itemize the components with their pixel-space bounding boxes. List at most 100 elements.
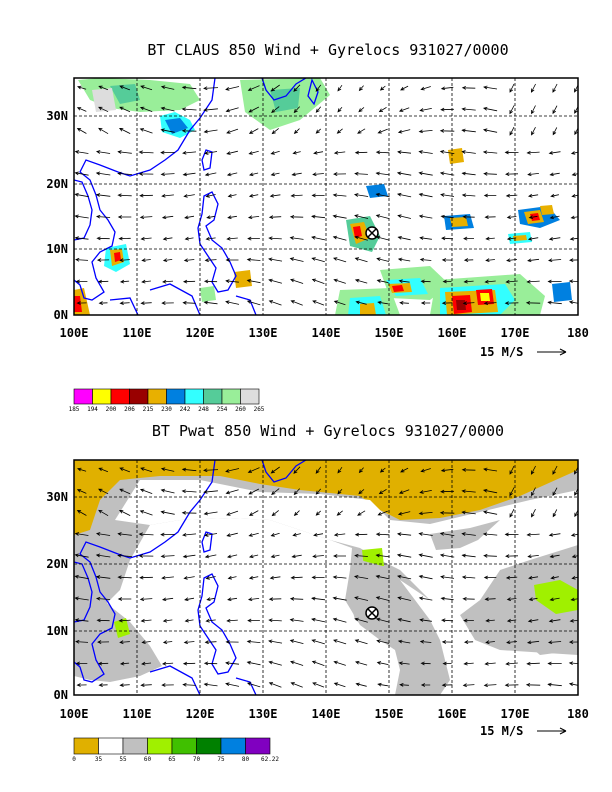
wind-arrow <box>461 107 476 112</box>
colorbar-swatch <box>73 737 99 755</box>
wind-arrow <box>530 465 536 475</box>
wind-arrow <box>119 640 130 645</box>
wind-arrow <box>482 488 498 494</box>
wind-arrow <box>485 258 495 262</box>
lon-label: 110E <box>123 326 152 340</box>
wind-arrow <box>420 279 431 284</box>
panel-1-lat-labels: 30N 20N 10N 0N <box>46 109 68 322</box>
wind-arrow <box>548 532 561 537</box>
wind-arrow <box>552 487 558 497</box>
wind-arrow <box>226 172 238 177</box>
colorbar-label: 60 <box>144 756 152 763</box>
wind-arrow <box>461 510 476 515</box>
lon-label: 180 <box>567 707 589 721</box>
wind-arrow <box>76 128 87 134</box>
wind-arrow <box>293 84 301 92</box>
wind-arrow <box>289 618 304 622</box>
colorbar-label: 248 <box>198 406 209 413</box>
wind-arrow <box>375 171 390 176</box>
wind-arrow <box>248 128 259 134</box>
wind-arrow <box>95 532 111 536</box>
wind-arrow <box>547 300 562 305</box>
colorbar-label: 200 <box>106 406 117 413</box>
wind-arrow <box>184 618 194 623</box>
wind-arrow <box>506 258 518 263</box>
wind-arrow <box>98 488 109 495</box>
wind-arrow <box>439 532 455 536</box>
wind-arrow <box>568 300 578 305</box>
wind-arrow <box>289 257 304 262</box>
wind-arrow <box>315 84 322 92</box>
wind-arrow <box>225 86 240 91</box>
wind-arrow <box>441 640 453 644</box>
wind-arrow <box>509 508 515 518</box>
wind-arrow <box>268 660 282 666</box>
wind-arrow <box>571 172 578 177</box>
colorbar-label: 206 <box>124 406 135 413</box>
colorbar-swatch <box>221 388 241 405</box>
wind-arrow <box>418 150 433 154</box>
wind-arrow <box>271 106 280 113</box>
wind-arrow <box>269 575 281 580</box>
wind-arrow <box>569 236 578 241</box>
colorbar-label: 260 <box>235 406 246 413</box>
wind-arrow <box>397 150 412 154</box>
wind-arrow <box>226 236 238 241</box>
wind-arrow <box>76 683 87 687</box>
wind-arrow <box>397 618 411 623</box>
wind-arrow <box>293 510 300 517</box>
wind-arrow <box>181 107 197 112</box>
wind-arrow <box>205 193 216 198</box>
wind-arrow <box>527 172 539 177</box>
wind-arrow <box>461 86 476 90</box>
wind-arrow <box>397 596 411 601</box>
wind-arrow <box>226 532 238 537</box>
wind-arrow <box>183 194 195 198</box>
panel-1-wind-vectors <box>74 83 578 306</box>
wind-arrow <box>440 107 454 112</box>
wind-arrow <box>248 488 260 495</box>
wind-arrow <box>138 172 154 176</box>
wind-arrow <box>333 660 346 666</box>
wind-arrow <box>418 171 433 176</box>
wind-arrow <box>205 618 216 623</box>
wind-arrow <box>268 236 282 241</box>
wind-arrow <box>570 533 578 537</box>
wind-arrow <box>311 596 326 601</box>
wind-arrow <box>377 682 388 687</box>
wind-arrow <box>119 106 131 113</box>
lat-label: 0N <box>54 308 68 322</box>
wind-arrow <box>184 215 195 220</box>
wind-arrow <box>203 108 218 112</box>
wind-arrow <box>95 193 111 197</box>
wind-arrow <box>160 85 175 90</box>
colorbar-label: 35 <box>95 756 103 763</box>
wind-arrow <box>396 574 412 580</box>
wind-arrow <box>313 150 324 155</box>
wind-arrow <box>119 661 130 666</box>
wind-arrow <box>161 301 174 305</box>
wind-arrow <box>204 554 217 559</box>
panel-2-colorbar: 0 35 55 60 65 70 75 80 62.22 <box>72 737 279 763</box>
colorbar-label: 265 <box>254 406 265 413</box>
wind-arrow <box>548 150 561 155</box>
wind-arrow <box>248 150 259 155</box>
wind-arrow <box>184 236 194 241</box>
wind-arrow <box>225 661 240 665</box>
wind-arrow <box>246 279 261 284</box>
wind-arrow <box>440 489 455 494</box>
wind-arrow <box>138 532 154 537</box>
vector-key-label: 15 M/S <box>480 345 523 359</box>
wind-arrow <box>311 617 326 623</box>
wind-arrow <box>140 85 153 91</box>
lat-label: 20N <box>46 177 68 191</box>
lon-label: 120E <box>186 707 215 721</box>
wind-arrow <box>484 215 496 219</box>
lat-label: 0N <box>54 688 68 702</box>
wind-arrow <box>484 279 496 284</box>
wind-arrow <box>506 618 517 623</box>
wind-arrow <box>204 640 217 645</box>
wind-arrow <box>505 193 518 198</box>
wind-arrow <box>225 258 239 262</box>
wind-arrow <box>226 618 238 623</box>
